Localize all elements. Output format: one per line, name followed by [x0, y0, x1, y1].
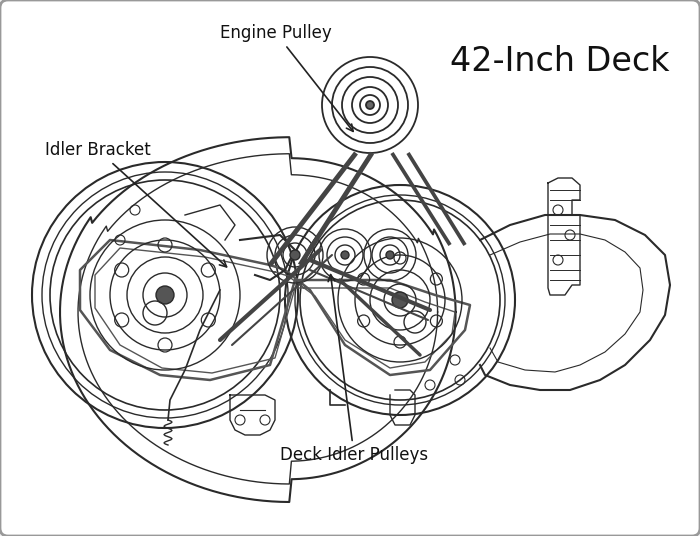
- Text: Engine Pulley: Engine Pulley: [220, 24, 353, 131]
- Circle shape: [392, 292, 408, 308]
- Text: Deck Idler Pulleys: Deck Idler Pulleys: [280, 274, 428, 464]
- Text: Idler Bracket: Idler Bracket: [45, 141, 227, 267]
- Text: 42-Inch Deck: 42-Inch Deck: [451, 45, 670, 78]
- Circle shape: [341, 251, 349, 259]
- Circle shape: [156, 286, 174, 304]
- Circle shape: [290, 250, 300, 260]
- Circle shape: [366, 101, 374, 109]
- Circle shape: [386, 251, 394, 259]
